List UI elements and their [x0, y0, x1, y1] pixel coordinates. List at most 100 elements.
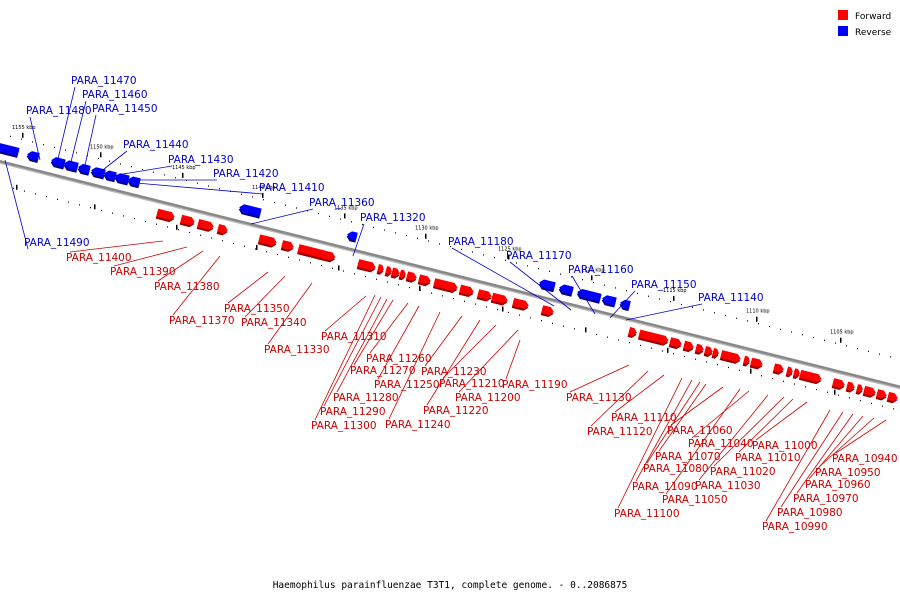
gene-arrow-body[interactable] — [559, 284, 574, 295]
gene-label[interactable]: PARA_11150 — [631, 279, 697, 291]
gene-label[interactable]: PARA_11450 — [92, 103, 158, 115]
gene-arrow-body[interactable] — [704, 346, 713, 355]
gene-label[interactable]: PARA_11300 — [311, 420, 377, 432]
gene-label[interactable]: PARA_10980 — [777, 507, 843, 519]
gene-arrow-body[interactable] — [258, 234, 277, 246]
gene-label[interactable]: PARA_11000 — [752, 440, 818, 452]
gene-arrow[interactable] — [576, 289, 602, 304]
gene-arrow[interactable] — [792, 368, 800, 380]
gene-label[interactable]: PARA_11180 — [448, 236, 514, 248]
gene-label[interactable]: PARA_11210 — [439, 378, 505, 390]
gene-label[interactable]: PARA_11410 — [259, 182, 325, 194]
gene-arrow[interactable] — [601, 295, 617, 308]
gene-label[interactable]: PARA_11110 — [611, 412, 677, 424]
gene-arrow-body[interactable] — [786, 366, 793, 376]
gene-arrow-body[interactable] — [459, 284, 474, 295]
gene-arrow-body[interactable] — [64, 160, 79, 171]
gene-label[interactable]: PARA_11460 — [82, 89, 148, 101]
gene-arrow[interactable] — [855, 384, 863, 395]
gene-label[interactable]: PARA_10940 — [832, 453, 898, 465]
gene-label[interactable]: PARA_11170 — [506, 250, 572, 262]
gene-arrow-body[interactable] — [773, 363, 784, 373]
gene-arrow[interactable] — [627, 326, 637, 338]
gene-arrow[interactable] — [26, 151, 40, 163]
gene-arrow-body[interactable] — [856, 384, 863, 393]
gene-label[interactable]: PARA_11320 — [360, 212, 426, 224]
gene-arrow-body[interactable] — [491, 292, 508, 304]
gene-label[interactable]: PARA_11220 — [423, 405, 489, 417]
gene-label[interactable]: PARA_11030 — [695, 480, 761, 492]
gene-arrow-body[interactable] — [115, 173, 130, 184]
gene-arrow[interactable] — [127, 176, 141, 189]
gene-arrow-body[interactable] — [51, 157, 66, 168]
gene-arrow-body[interactable] — [846, 381, 855, 391]
gene-arrow-body[interactable] — [539, 279, 556, 291]
gene-label[interactable]: PARA_11160 — [568, 264, 634, 276]
gene-label[interactable]: PARA_11060 — [667, 425, 733, 437]
gene-arrow[interactable] — [490, 292, 508, 306]
gene-arrow[interactable] — [257, 234, 277, 248]
gene-arrow-body[interactable] — [433, 278, 458, 291]
gene-label[interactable]: PARA_11420 — [213, 168, 279, 180]
gene-label[interactable]: PARA_11260 — [366, 353, 432, 365]
gene-arrow-body[interactable] — [399, 269, 406, 279]
gene-arrow-body[interactable] — [217, 224, 228, 234]
gene-arrow-body[interactable] — [128, 176, 141, 187]
gene-arrow-body[interactable] — [297, 244, 336, 261]
gene-arrow-body[interactable] — [156, 208, 175, 220]
gene-arrow[interactable] — [196, 219, 214, 232]
gene-arrow[interactable] — [90, 167, 106, 180]
gene-arrow-body[interactable] — [602, 295, 617, 306]
gene-arrow-body[interactable] — [197, 219, 214, 230]
gene-arrow[interactable] — [875, 389, 887, 401]
gene-arrow[interactable] — [114, 173, 130, 186]
gene-label[interactable]: PARA_11070 — [655, 451, 721, 463]
gene-label[interactable]: PARA_11310 — [321, 331, 387, 343]
gene-arrow[interactable] — [540, 305, 554, 318]
gene-arrow[interactable] — [711, 348, 719, 359]
gene-arrow[interactable] — [458, 284, 474, 298]
gene-arrow-body[interactable] — [712, 348, 719, 357]
gene-arrow-body[interactable] — [799, 369, 822, 383]
gene-arrow[interactable] — [476, 289, 492, 302]
gene-arrow[interactable] — [216, 224, 228, 236]
gene-label[interactable]: PARA_10990 — [762, 521, 828, 533]
gene-label[interactable]: PARA_11190 — [502, 379, 568, 391]
gene-label[interactable]: PARA_10950 — [815, 467, 881, 479]
gene-arrow[interactable] — [682, 340, 694, 353]
gene-arrow[interactable] — [772, 363, 784, 375]
gene-arrow[interactable] — [637, 329, 669, 346]
gene-arrow-body[interactable] — [793, 368, 800, 377]
gene-arrow-body[interactable] — [669, 337, 682, 347]
gene-arrow[interactable] — [886, 391, 898, 404]
gene-label[interactable]: PARA_11490 — [24, 237, 90, 249]
gene-label[interactable]: PARA_11080 — [643, 463, 709, 475]
gene-label[interactable]: PARA_11270 — [350, 365, 416, 377]
gene-arrow[interactable] — [785, 366, 793, 378]
gene-arrow[interactable] — [862, 385, 876, 398]
gene-label[interactable]: PARA_11470 — [71, 75, 137, 87]
gene-arrow[interactable] — [179, 214, 195, 228]
gene-label[interactable]: PARA_11350 — [224, 303, 290, 315]
gene-arrow-body[interactable] — [628, 326, 637, 336]
gene-label[interactable]: PARA_11340 — [241, 317, 307, 329]
gene-arrow[interactable] — [390, 267, 400, 279]
gene-arrow[interactable] — [798, 369, 822, 385]
gene-arrow[interactable] — [511, 297, 529, 311]
gene-arrow-body[interactable] — [377, 264, 384, 273]
gene-arrow-body[interactable] — [743, 355, 750, 365]
gene-arrow[interactable] — [432, 278, 458, 293]
gene-arrow[interactable] — [405, 271, 417, 283]
gene-label[interactable]: PARA_11200 — [455, 392, 521, 404]
gene-label[interactable]: PARA_11480 — [26, 105, 92, 117]
gene-arrow-body[interactable] — [638, 329, 669, 344]
gene-arrow-body[interactable] — [357, 259, 376, 271]
gene-arrow[interactable] — [398, 269, 406, 281]
gene-arrow[interactable] — [719, 350, 741, 364]
gene-label[interactable]: PARA_11400 — [66, 252, 132, 264]
gene-arrow-body[interactable] — [406, 271, 417, 281]
gene-label[interactable]: PARA_11140 — [698, 292, 764, 304]
gene-arrow-body[interactable] — [577, 289, 602, 302]
gene-arrow[interactable] — [376, 264, 384, 275]
gene-label[interactable]: PARA_11330 — [264, 344, 330, 356]
